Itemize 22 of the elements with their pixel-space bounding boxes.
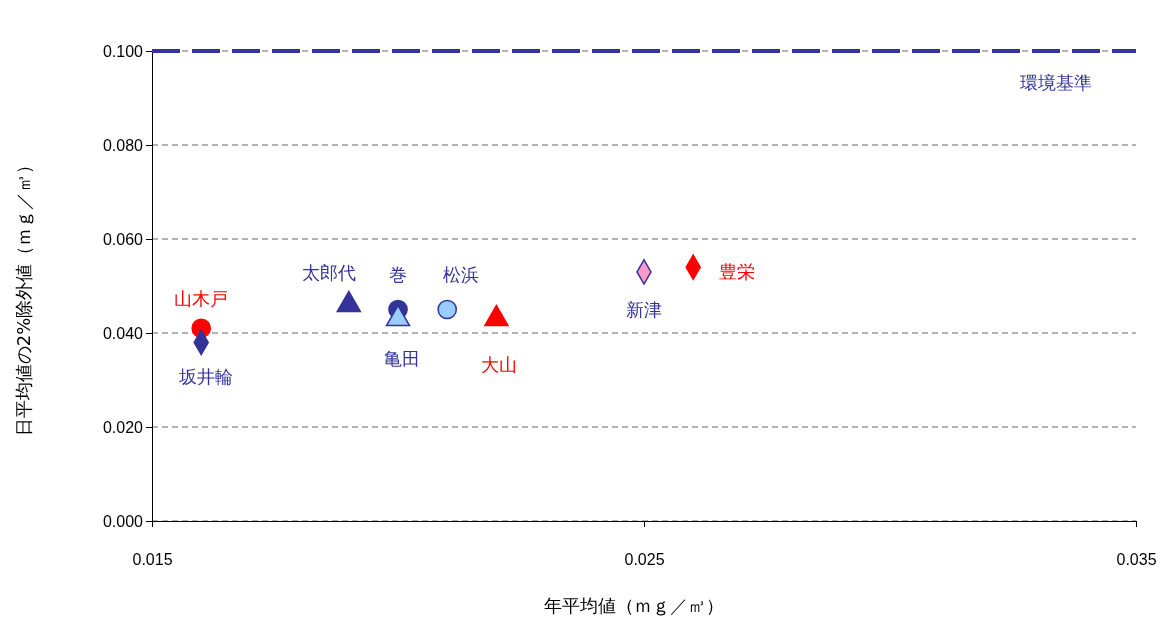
series-label: 松浜 [443,263,480,285]
y-tick-label: 0.100 [102,42,144,60]
y-tick-label: 0.000 [102,512,144,530]
y-tick-label: 0.020 [102,418,144,436]
y-tick-label: 0.040 [102,324,144,342]
x-tick-label: 0.035 [1116,551,1157,569]
x-tick-label: 0.015 [132,551,173,569]
series-label: 新津 [626,299,662,321]
point [437,299,458,320]
x-tick-label: 0.025 [624,551,665,569]
series-label: 大山 [481,354,518,376]
series-label: 太郎代 [301,262,356,284]
series-label: 亀田 [384,348,420,370]
y-tick-label: 0.060 [102,230,144,248]
series-label: 坂井輪 [178,365,234,387]
y-axis-title: 日平均値の2%除外値（ｍｇ／㎥） [13,155,34,437]
ref-line-label: 環境基準 [1020,72,1092,93]
x-axis-title: 年平均値（ｍｇ／㎥） [544,595,724,616]
series-label: 巻 [389,263,407,285]
y-tick-label: 0.080 [102,136,144,154]
series-label: 山木戸 [174,287,229,309]
series-label: 豊栄 [719,260,756,282]
